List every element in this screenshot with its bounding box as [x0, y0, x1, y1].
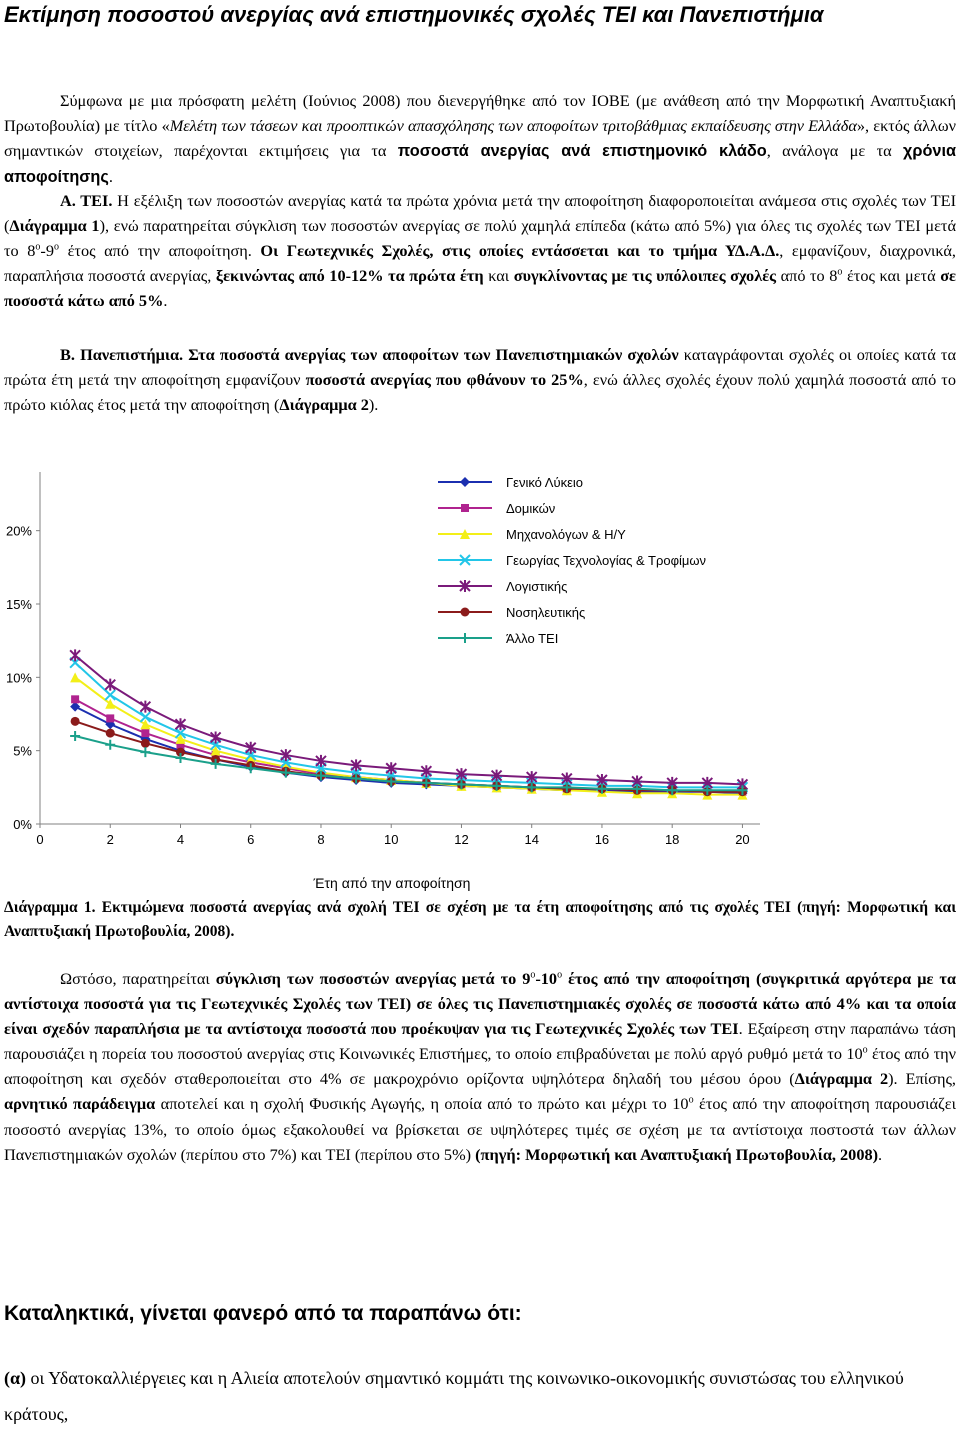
data-point: [385, 762, 397, 775]
data-point: [70, 672, 81, 683]
data-point: [139, 700, 152, 713]
data-point: [104, 689, 116, 701]
data-point: [105, 728, 115, 738]
legend-marker: [460, 477, 470, 487]
x-tick-label: 18: [665, 832, 679, 847]
data-point: [70, 716, 80, 726]
y-tick-label: 10%: [6, 670, 32, 685]
series-line-7: [74, 735, 743, 792]
x-tick-label: 6: [247, 832, 254, 847]
data-point: [315, 770, 326, 781]
legend-marker: [459, 580, 471, 592]
data-point: [456, 779, 467, 790]
data-point: [70, 731, 81, 741]
legend-marker: [460, 529, 470, 539]
data-point: [141, 729, 150, 738]
data-point: [175, 733, 186, 744]
series-line-4: [74, 661, 743, 789]
convergence-paragraph: Ωστόσο, παρατηρείται σύγκλιση των ποσοστ…: [4, 969, 957, 1164]
item-a-label: (α): [4, 1368, 27, 1388]
tei-label: Α. ΤΕΙ.: [60, 191, 113, 210]
data-point: [104, 678, 116, 691]
y-tick-label: 15%: [6, 597, 32, 612]
uni-label: Β. Πανεπιστήμια.: [60, 345, 184, 364]
data-point: [667, 785, 678, 796]
x-tick-label: 12: [454, 832, 468, 847]
data-point: [421, 777, 432, 788]
data-point: [175, 753, 186, 763]
data-point: [210, 758, 221, 769]
data-point: [105, 739, 116, 750]
data-point: [490, 769, 503, 782]
data-point: [209, 731, 222, 744]
y-tick-label: 0%: [13, 817, 32, 832]
conclusion-heading: Καταληκτικά, γίνεται φανερό από τα παραπ…: [4, 1302, 522, 1325]
x-tick-label: 10: [384, 832, 398, 847]
x-tick-label: 14: [524, 832, 538, 847]
data-point: [140, 747, 151, 758]
legend-label: Λογιστικής: [506, 579, 567, 594]
intro-paragraph: Σύμφωνα με μια πρόσφατη μελέτη (Ιούνιος …: [4, 91, 957, 187]
data-point: [455, 768, 468, 781]
data-point: [315, 754, 327, 767]
data-point: [561, 782, 572, 793]
data-point: [174, 718, 187, 731]
legend-marker: [459, 554, 471, 566]
data-point: [526, 782, 537, 793]
data-point: [174, 727, 187, 739]
data-point: [420, 765, 433, 778]
data-point: [525, 771, 538, 784]
data-point: [596, 783, 607, 794]
data-point: [280, 749, 292, 762]
data-point: [105, 698, 116, 709]
x-tick-label: 8: [317, 832, 324, 847]
legend-label: Δομικών: [506, 501, 555, 516]
legend-marker: [460, 633, 470, 643]
legend-marker: [460, 607, 470, 617]
data-point: [702, 785, 713, 796]
data-point: [140, 738, 150, 748]
tei-paragraph: Α. ΤΕΙ. Η εξέλιξη των ποσοστών ανεργίας …: [4, 191, 957, 311]
page-title: Εκτίμηση ποσοστού ανεργίας ανά επιστημον…: [4, 2, 824, 27]
legend-label: Γεωργίας Τεχνολογίας & Τροφίμων: [506, 553, 706, 568]
legend-label: Γενικό Λύκειο: [506, 475, 583, 490]
data-point: [351, 773, 362, 784]
data-point: [176, 740, 185, 749]
uni-paragraph: Β. Πανεπιστήμια. Στα ποσοστά ανεργίας τω…: [4, 345, 956, 415]
x-tick-label: 4: [177, 832, 184, 847]
legend-label: Μηχανολόγων & Η/Υ: [506, 527, 626, 542]
data-point: [280, 767, 291, 778]
legend-label: Νοσηλευτικής: [506, 605, 585, 620]
data-point: [210, 745, 221, 756]
chart-caption: Διάγραμμα 1. Εκτιμώμενα ποσοστά ανεργίας…: [4, 899, 956, 940]
data-point: [350, 759, 362, 772]
x-tick-label: 20: [735, 832, 749, 847]
x-tick-label: 0: [36, 832, 43, 847]
data-point: [70, 701, 81, 712]
data-point: [737, 785, 748, 796]
data-point: [245, 741, 257, 754]
series-line-1: [74, 705, 743, 795]
data-point: [139, 711, 152, 723]
data-point: [491, 780, 502, 791]
y-tick-label: 5%: [13, 744, 32, 759]
series-line-5: [74, 654, 743, 786]
data-point: [175, 747, 185, 757]
legend-label: Άλλο ΤΕΙ: [506, 631, 558, 646]
data-point: [632, 783, 643, 794]
data-point: [106, 714, 115, 723]
data-point: [69, 649, 81, 662]
data-point: [386, 776, 397, 787]
conclusion-item-a: (α) οι Υδατοκαλλιέργειες και η Αλιεία απ…: [4, 1368, 904, 1424]
legend-marker: [461, 504, 469, 512]
x-axis-title: Έτη από την αποφοίτηση: [313, 875, 471, 891]
unemployment-chart: 0% 5% 10% 15% 20% 0 2 4 6 8 10 12 14 16 18 20 Έτη από τη…: [6, 472, 760, 891]
data-point: [245, 763, 256, 774]
y-tick-label: 20%: [6, 524, 32, 539]
x-tick-label: 2: [107, 832, 114, 847]
x-tick-label: 16: [595, 832, 609, 847]
data-point: [71, 695, 80, 704]
data-point: [140, 719, 151, 730]
